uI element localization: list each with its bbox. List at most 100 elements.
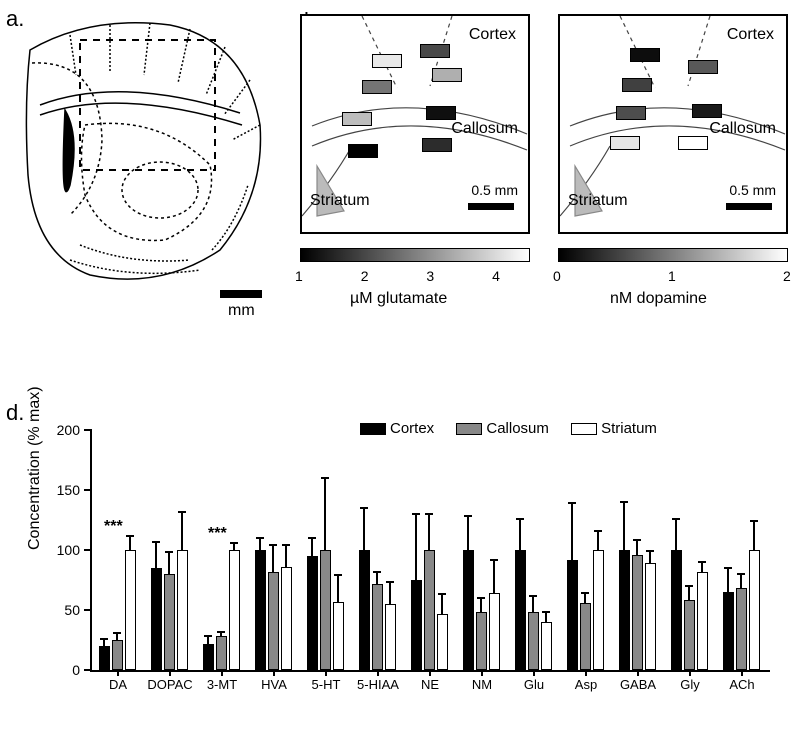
error-bar — [493, 560, 495, 594]
error-bar — [649, 551, 651, 563]
error-bar — [701, 562, 703, 572]
bar-striatum — [333, 602, 344, 670]
error-cap — [152, 541, 160, 543]
error-bar — [467, 516, 469, 550]
error-bar — [675, 519, 677, 550]
y-tick — [84, 429, 92, 431]
error-cap — [581, 592, 589, 594]
bar-group — [410, 430, 452, 670]
bar-cortex — [723, 592, 734, 670]
bar-group — [202, 430, 244, 670]
x-category-label: Glu — [508, 677, 560, 692]
gradient-tick: 2 — [783, 268, 791, 284]
y-tick-label: 100 — [46, 542, 80, 558]
bar-cortex — [307, 556, 318, 670]
error-bar — [311, 538, 313, 556]
panel-c-gradient-label: nM dopamine — [610, 290, 707, 308]
x-category-label: 5-HIAA — [352, 677, 404, 692]
error-cap — [698, 561, 706, 563]
bar-callosum — [684, 600, 695, 670]
bar-group — [254, 430, 296, 670]
panel-c-gradient-bar — [558, 248, 788, 262]
bar-cortex — [619, 550, 630, 670]
error-bar — [337, 575, 339, 601]
x-tick — [169, 670, 171, 676]
panel-a-scale-label: mm — [228, 302, 255, 320]
error-bar — [103, 639, 105, 646]
error-cap — [672, 518, 680, 520]
bar-striatum — [645, 563, 656, 670]
x-tick — [533, 670, 535, 676]
gradient-tick: 0 — [553, 268, 561, 284]
error-cap — [594, 530, 602, 532]
panel-a-scale-bar — [220, 290, 262, 298]
probe-site — [432, 68, 462, 82]
y-axis-title: Concentration (% max) — [26, 386, 44, 550]
panel-b-callosum-label: Callosum — [451, 120, 518, 138]
x-tick — [741, 670, 743, 676]
error-bar — [389, 582, 391, 604]
error-bar — [597, 531, 599, 550]
x-category-label: Gly — [664, 677, 716, 692]
probe-site — [420, 44, 450, 58]
error-bar — [168, 552, 170, 574]
error-cap — [412, 513, 420, 515]
gradient-tick: 4 — [492, 268, 500, 284]
error-bar — [428, 514, 430, 550]
probe-site — [348, 144, 378, 158]
bar-group — [98, 430, 140, 670]
gradient-tick: 3 — [426, 268, 434, 284]
x-category-label: Asp — [560, 677, 612, 692]
error-cap — [646, 550, 654, 552]
bar-striatum — [697, 572, 708, 670]
error-cap — [386, 581, 394, 583]
panel-b-gradient-bar — [300, 248, 530, 262]
error-bar — [233, 543, 235, 550]
bar-striatum — [177, 550, 188, 670]
probe-site — [678, 136, 708, 150]
error-cap — [334, 574, 342, 576]
bar-group — [566, 430, 608, 670]
bar-striatum — [593, 550, 604, 670]
panel-c-cortex-label: Cortex — [727, 26, 774, 44]
bar-group — [514, 430, 556, 670]
error-bar — [636, 540, 638, 554]
error-cap — [620, 501, 628, 503]
error-cap — [308, 537, 316, 539]
error-cap — [282, 544, 290, 546]
bar-cortex — [567, 560, 578, 670]
error-cap — [373, 571, 381, 573]
panel-c-striatum-label: Striatum — [568, 192, 628, 210]
error-cap — [256, 537, 264, 539]
error-bar — [532, 596, 534, 613]
error-cap — [100, 638, 108, 640]
error-cap — [321, 477, 329, 479]
bar-group — [150, 430, 192, 670]
panel-c-scale-label: 0.5 mm — [729, 182, 776, 198]
bar-cortex — [671, 550, 682, 670]
error-cap — [230, 542, 238, 544]
bar-cortex — [515, 550, 526, 670]
x-tick — [429, 670, 431, 676]
bar-callosum — [476, 612, 487, 670]
error-bar — [129, 536, 131, 550]
probe-site — [362, 80, 392, 94]
y-tick — [84, 669, 92, 671]
error-bar — [571, 503, 573, 559]
error-cap — [568, 502, 576, 504]
probe-site — [688, 60, 718, 74]
significance-marker: *** — [208, 525, 227, 543]
significance-marker: *** — [104, 518, 123, 536]
error-bar — [740, 574, 742, 588]
error-cap — [477, 597, 485, 599]
y-tick-label: 200 — [46, 422, 80, 438]
bar-callosum — [528, 612, 539, 670]
error-bar — [155, 542, 157, 568]
error-cap — [737, 573, 745, 575]
x-category-label: NM — [456, 677, 508, 692]
error-cap — [542, 611, 550, 613]
x-tick — [377, 670, 379, 676]
error-bar — [519, 519, 521, 550]
error-cap — [490, 559, 498, 561]
error-cap — [425, 513, 433, 515]
